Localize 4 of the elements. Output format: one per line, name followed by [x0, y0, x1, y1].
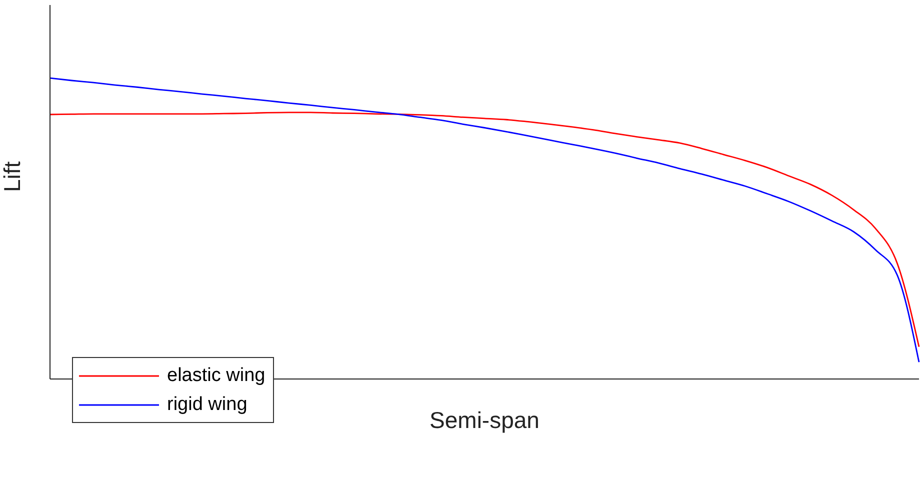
- legend-label: elastic wing: [167, 364, 266, 386]
- x-axis-title: Semi-span: [430, 407, 540, 433]
- legend-label: rigid wing: [167, 394, 248, 416]
- y-axis-title: Lift: [0, 160, 26, 192]
